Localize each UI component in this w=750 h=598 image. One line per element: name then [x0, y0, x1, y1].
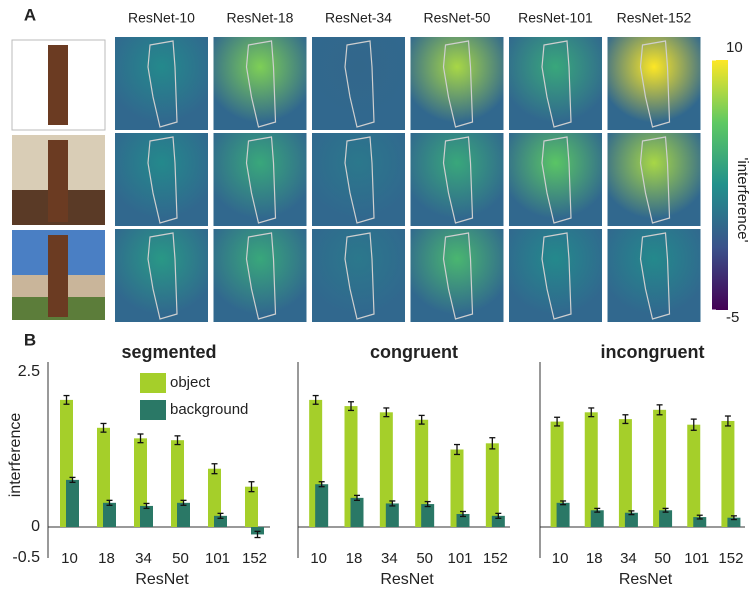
- bar: [659, 510, 672, 527]
- column-title: ResNet-50: [424, 10, 491, 26]
- bar: [103, 503, 116, 527]
- x-axis-label: ResNet: [619, 571, 673, 588]
- chart-title: segmented: [121, 342, 216, 362]
- bar: [386, 503, 399, 527]
- x-tick-label: 18: [98, 550, 115, 567]
- legend-swatch: [140, 373, 166, 393]
- cabinet: [48, 140, 68, 222]
- heatmap-cell: [411, 229, 504, 322]
- bar: [66, 480, 79, 527]
- heatmap-cell: [312, 37, 405, 130]
- legend-label: background: [170, 401, 248, 418]
- heatmap-cell: [115, 229, 208, 322]
- heatmap-cell: [312, 133, 405, 226]
- x-tick-label: 152: [483, 550, 508, 567]
- colorbar-tick-label: -5: [726, 309, 739, 326]
- heatmap-cell: [509, 37, 602, 130]
- bar: [591, 510, 604, 527]
- heatmap-cell: [115, 37, 208, 130]
- x-tick-label: 10: [61, 550, 78, 567]
- bar: [140, 506, 153, 527]
- bar: [486, 443, 499, 527]
- cabinet: [48, 235, 68, 317]
- heatmap-cell: [214, 37, 307, 130]
- x-tick-label: 50: [172, 550, 189, 567]
- cabinet: [48, 45, 68, 125]
- y-tick-label: -0.5: [12, 549, 40, 566]
- x-tick-label: 34: [135, 550, 152, 567]
- bar: [653, 410, 666, 527]
- column-title: ResNet-18: [227, 10, 294, 26]
- heatmap-cell: [608, 229, 701, 322]
- x-tick-label: 101: [205, 550, 230, 567]
- panel-label: A: [24, 5, 36, 24]
- thumbnails: [12, 40, 105, 320]
- figure: AResNet-10ResNet-18ResNet-34ResNet-50Res…: [0, 0, 750, 598]
- column-title: ResNet-101: [518, 10, 593, 26]
- chart-title: incongruent: [601, 342, 705, 362]
- colorbar-tick-label: 10: [726, 39, 743, 56]
- heatmap-cell: [411, 133, 504, 226]
- x-axis-label: ResNet: [380, 571, 434, 588]
- x-tick-label: 50: [654, 550, 671, 567]
- heatmap-cell: [115, 133, 208, 226]
- bar: [351, 498, 364, 527]
- column-title: ResNet-152: [617, 10, 692, 26]
- bar: [721, 421, 734, 527]
- bar: [557, 503, 570, 527]
- legend-label: object: [170, 374, 211, 391]
- column-title: ResNet-10: [128, 10, 195, 26]
- column-title: ResNet-34: [325, 10, 392, 26]
- heatmap-cell: [608, 133, 701, 226]
- y-axis-label: interference: [7, 413, 24, 498]
- heatmap-cell: [214, 133, 307, 226]
- x-tick-label: 18: [346, 550, 363, 567]
- x-tick-label: 10: [552, 550, 569, 567]
- bar: [687, 425, 700, 527]
- legend-swatch: [140, 400, 166, 420]
- heatmap-cell: [608, 37, 701, 130]
- bar: [315, 484, 328, 527]
- bar: [421, 504, 434, 527]
- heatmap-cell: [509, 229, 602, 322]
- colorbar-label: 'interference': [734, 158, 750, 243]
- chart-title: congruent: [370, 342, 458, 362]
- x-tick-label: 34: [381, 550, 398, 567]
- x-tick-label: 10: [310, 550, 327, 567]
- y-tick-label: 0: [31, 518, 40, 535]
- heatmap-cell: [509, 133, 602, 226]
- bar: [585, 412, 598, 527]
- colorbar: [712, 60, 728, 310]
- heatmap-cell: [312, 229, 405, 322]
- y-tick-label: 2.5: [18, 363, 40, 380]
- bar: [245, 487, 258, 527]
- bar: [177, 503, 190, 527]
- x-tick-label: 101: [684, 550, 709, 567]
- x-tick-label: 152: [242, 550, 267, 567]
- heatmap-cell: [411, 37, 504, 130]
- x-tick-label: 101: [447, 550, 472, 567]
- x-axis-label: ResNet: [135, 571, 189, 588]
- x-tick-label: 18: [586, 550, 603, 567]
- panel-label: B: [24, 330, 36, 349]
- x-tick-label: 152: [718, 550, 743, 567]
- heatmap-cell: [214, 229, 307, 322]
- x-tick-label: 50: [416, 550, 433, 567]
- x-tick-label: 34: [620, 550, 637, 567]
